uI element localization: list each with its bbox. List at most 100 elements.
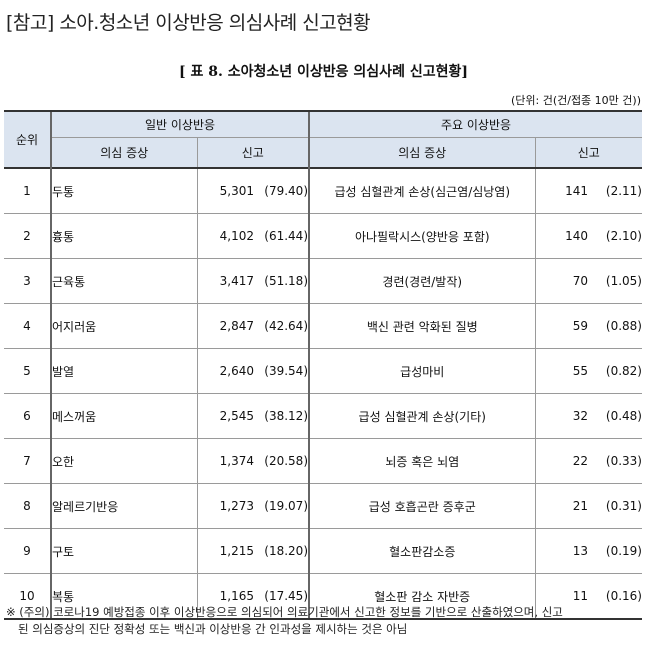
general-reports-cell: 3,417 (51.18) — [196, 258, 310, 304]
table-row: 6 메스꺼움 2,545 (38.12) 급성 심혈관계 손상(기타) 32 (0.48) — [4, 393, 642, 439]
table-row: 7 오한 1,374 (20.58) 뇌증 혹은 뇌염 22 (0.33) — [4, 438, 642, 484]
general-rate: (61.44) — [264, 229, 308, 243]
general-rate: (38.12) — [264, 409, 308, 423]
general-symptom-cell: 두통 — [50, 167, 198, 214]
general-count: 5,301 — [219, 184, 254, 198]
general-count: 3,417 — [219, 274, 254, 288]
general-reports-cell: 1,273 (19.07) — [196, 483, 310, 529]
table-row: 8 알레르기반응 1,273 (19.07) 급성 호흡곤란 증후군 21 (0.31) — [4, 483, 642, 529]
table-row: 2 흉통 4,102 (61.44) 아나필락시스(양반응 포함) 140 (2.10) — [4, 213, 642, 259]
rank-cell: 2 — [4, 213, 52, 259]
table-row: 9 구토 1,215 (18.20) 혈소판감소증 13 (0.19) — [4, 528, 642, 574]
major-count: 140 — [565, 229, 588, 243]
general-reports-cell: 1,215 (18.20) — [196, 528, 310, 574]
major-rate: (0.31) — [605, 499, 642, 513]
major-reports-cell: 22 (0.33) — [534, 438, 642, 484]
footnote-line-1: ※ (주의) 코로나19 예방접종 이후 이상반응으로 의심되어 의료기관에서 … — [6, 605, 563, 619]
rank-header: 순위 — [4, 110, 52, 169]
general-rate: (42.64) — [264, 319, 308, 333]
general-symptom-cell: 구토 — [50, 528, 198, 574]
major-count: 11 — [572, 589, 588, 603]
general-symptom-cell: 발열 — [50, 348, 198, 394]
rank-cell: 3 — [4, 258, 52, 304]
page-heading: [참고] 소아.청소년 이상반응 의심사례 신고현황 — [6, 12, 371, 34]
major-symptom-cell: 급성 호흡곤란 증후군 — [308, 483, 536, 529]
general-rate: (18.20) — [264, 544, 308, 558]
major-reports-cell: 70 (1.05) — [534, 258, 642, 304]
major-reports-cell: 59 (0.88) — [534, 303, 642, 349]
major-reports-cell: 55 (0.82) — [534, 348, 642, 394]
major-count: 59 — [572, 319, 588, 333]
general-reports-cell: 2,545 (38.12) — [196, 393, 310, 439]
rank-cell: 7 — [4, 438, 52, 484]
rank-cell: 4 — [4, 303, 52, 349]
major-reports-cell: 141 (2.11) — [534, 167, 642, 214]
major-count: 32 — [572, 409, 588, 423]
major-rate: (0.33) — [605, 454, 642, 468]
general-count: 2,545 — [219, 409, 254, 423]
rank-cell: 1 — [4, 167, 52, 214]
table-row: 1 두통 5,301 (79.40) 급성 심혈관계 손상(심근염/심낭염) 141 (2.… — [4, 167, 642, 214]
major-reactions-header: 주요 이상반응 — [308, 110, 642, 138]
major-rate: (1.05) — [605, 274, 642, 288]
general-reports-cell: 4,102 (61.44) — [196, 213, 310, 259]
unit-note: (단위: 건(건/접종 10만 건)) — [510, 94, 641, 107]
general-symptom-cell: 근육통 — [50, 258, 198, 304]
rank-cell: 6 — [4, 393, 52, 439]
adverse-reaction-table: 순위 일반 이상반응 주요 이상반응 의심 증상 신고 의심 증상 신고 1 두통… — [4, 110, 642, 620]
general-reports-cell: 1,374 (20.58) — [196, 438, 310, 484]
general-count: 1,215 — [219, 544, 254, 558]
general-symptom-cell: 오한 — [50, 438, 198, 484]
major-reports-cell: 13 (0.19) — [534, 528, 642, 574]
major-reports-header: 신고 — [534, 137, 642, 169]
major-reports-cell: 32 (0.48) — [534, 393, 642, 439]
major-rate: (0.16) — [605, 589, 642, 603]
table-caption: [ 표 8. 소아청소년 이상반응 의심사례 신고현황] — [179, 64, 468, 80]
major-reports-cell: 140 (2.10) — [534, 213, 642, 259]
major-count: 21 — [572, 499, 588, 513]
general-count: 1,165 — [219, 589, 254, 603]
general-rate: (79.40) — [264, 184, 308, 198]
general-reports-cell: 5,301 (79.40) — [196, 167, 310, 214]
major-rate: (0.48) — [605, 409, 642, 423]
general-count: 1,374 — [219, 454, 254, 468]
rank-cell: 10 — [4, 573, 52, 620]
general-rate: (39.54) — [264, 364, 308, 378]
general-symptom-cell: 알레르기반응 — [50, 483, 198, 529]
table-row: 5 발열 2,640 (39.54) 급성마비 55 (0.82) — [4, 348, 642, 394]
major-count: 13 — [572, 544, 588, 558]
major-symptom-cell: 백신 관련 악화된 질병 — [308, 303, 536, 349]
major-symptom-cell: 경련(경련/발작) — [308, 258, 536, 304]
general-reports-cell: 2,847 (42.64) — [196, 303, 310, 349]
major-symptom-cell: 급성 심혈관계 손상(기타) — [308, 393, 536, 439]
major-rate: (0.88) — [605, 319, 642, 333]
major-symptom-cell: 아나필락시스(양반응 포함) — [308, 213, 536, 259]
general-rate: (20.58) — [264, 454, 308, 468]
table-row: 4 어지러움 2,847 (42.64) 백신 관련 악화된 질병 59 (0.88) — [4, 303, 642, 349]
general-symptom-cell: 메스꺼움 — [50, 393, 198, 439]
rank-cell: 8 — [4, 483, 52, 529]
major-reports-cell: 21 (0.31) — [534, 483, 642, 529]
general-count: 2,847 — [219, 319, 254, 333]
general-symptom-cell: 복통 — [50, 573, 198, 620]
general-count: 1,273 — [219, 499, 254, 513]
major-symptom-cell: 혈소판 감소 자반증 — [308, 573, 536, 620]
general-reactions-header: 일반 이상반응 — [50, 110, 310, 138]
general-reports-header: 신고 — [196, 137, 310, 169]
major-symptom-cell: 혈소판감소증 — [308, 528, 536, 574]
major-count: 22 — [572, 454, 588, 468]
general-rate: (19.07) — [264, 499, 308, 513]
table-row: 3 근육통 3,417 (51.18) 경련(경련/발작) 70 (1.05) — [4, 258, 642, 304]
general-reports-cell: 1,165 (17.45) — [196, 573, 310, 620]
major-count: 55 — [572, 364, 588, 378]
major-count: 70 — [572, 274, 588, 288]
footnote: ※ (주의) 코로나19 예방접종 이후 이상반응으로 의심되어 의료기관에서 … — [6, 604, 642, 638]
major-rate: (0.82) — [605, 364, 642, 378]
general-symptom-cell: 흉통 — [50, 213, 198, 259]
major-symptom-cell: 급성 심혈관계 손상(심근염/심낭염) — [308, 167, 536, 214]
major-symptom-cell: 뇌증 혹은 뇌염 — [308, 438, 536, 484]
general-rate: (51.18) — [264, 274, 308, 288]
rank-cell: 9 — [4, 528, 52, 574]
footnote-line-2: 된 의심증상의 진단 정확성 또는 백신과 이상반응 간 인과성을 제시하는 것… — [18, 622, 408, 636]
general-symptom-header: 의심 증상 — [50, 137, 198, 169]
